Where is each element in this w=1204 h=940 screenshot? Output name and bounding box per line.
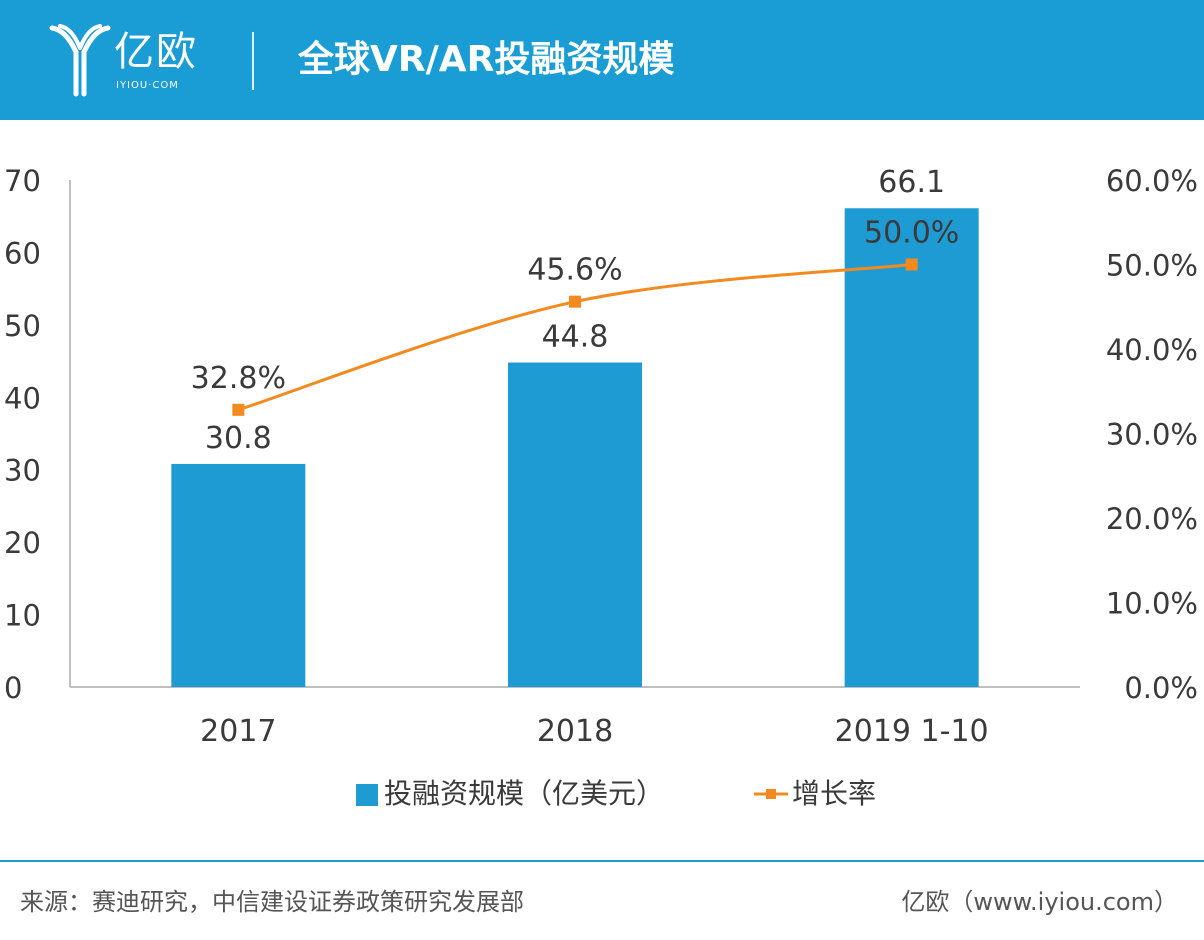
growth-rate-point <box>905 258 918 271</box>
growth-rate-label: 50.0% <box>864 216 959 251</box>
left-axis-tick-label: 70 <box>4 164 41 198</box>
x-axis-tick-label: 2018 <box>537 714 613 749</box>
right-axis-tick-label: 20.0% <box>1106 502 1198 536</box>
x-axis-tick-label: 2019 1-10 <box>835 714 989 749</box>
bar-value-labels: 30.8 44.8 66.1 <box>205 165 945 456</box>
legend-line-swatch <box>754 789 788 799</box>
header-banner: 亿欧 IYIOU·COM 全球VR/AR投融资规模 <box>0 0 1204 120</box>
growth-rate-labels: 32.8% 45.6% 50.0% <box>191 216 960 396</box>
legend-bar-label: 投融资规模（亿美元） <box>384 777 665 810</box>
right-axis-tick-label: 0.0% <box>1124 671 1198 705</box>
bar-series <box>171 208 979 688</box>
left-axis-tick-label: 20 <box>4 526 41 560</box>
page-title: 全球VR/AR投融资规模 <box>298 39 675 80</box>
combo-chart: 0 10 20 30 40 50 60 70 0.0% 10.0% 20.0% 30.0% 40.0%… <box>4 164 1198 749</box>
logo-subtext: IYIOU·COM <box>116 80 179 91</box>
header-divider <box>252 32 254 90</box>
legend-line-label: 增长率 <box>792 777 877 810</box>
right-axis-tick-label: 50.0% <box>1106 249 1198 283</box>
growth-rate-points <box>232 258 918 416</box>
left-axis-ticks: 0 10 20 30 40 50 60 70 <box>4 164 41 705</box>
footer-rule <box>0 860 1204 862</box>
source-note: 来源：赛迪研究，中信建设证券政策研究发展部 <box>20 888 524 916</box>
left-axis-tick-label: 40 <box>4 381 41 415</box>
growth-rate-point <box>232 403 245 416</box>
x-axis-tick-label: 2017 <box>200 714 276 749</box>
left-axis-tick-label: 30 <box>4 454 41 488</box>
bar <box>508 362 642 687</box>
site-credit: 亿欧（www.iyiou.com） <box>901 888 1178 916</box>
right-axis-tick-label: 10.0% <box>1106 587 1198 621</box>
brand-logo: 亿欧 IYIOU·COM <box>48 22 218 98</box>
right-axis-tick-label: 60.0% <box>1106 164 1198 198</box>
left-axis-tick-label: 60 <box>4 236 41 270</box>
bar <box>844 208 979 688</box>
x-axis-ticks: 2017 2018 2019 1-10 <box>200 714 989 749</box>
growth-rate-label: 45.6% <box>527 253 622 288</box>
right-axis-tick-label: 40.0% <box>1106 333 1198 367</box>
growth-rate-point <box>569 295 581 308</box>
logo-y-icon <box>49 24 111 97</box>
bar <box>171 463 306 687</box>
legend-bar-swatch <box>356 784 378 806</box>
left-axis-tick-label: 10 <box>4 599 41 633</box>
right-axis-tick-label: 30.0% <box>1106 418 1198 452</box>
left-axis-tick-label: 0 <box>4 671 22 705</box>
bar-value-label: 66.1 <box>878 165 945 200</box>
logo-wordmark: 亿欧 <box>114 29 198 75</box>
bar-value-label: 30.8 <box>205 421 272 456</box>
bar-value-label: 44.8 <box>542 320 609 355</box>
chart-legend: 投融资规模（亿美元） 增长率 <box>0 774 1204 814</box>
left-axis-tick-label: 50 <box>4 309 41 343</box>
right-axis-ticks: 0.0% 10.0% 20.0% 30.0% 40.0% 50.0% 60.0% <box>1106 164 1198 705</box>
growth-rate-label: 32.8% <box>191 361 286 396</box>
